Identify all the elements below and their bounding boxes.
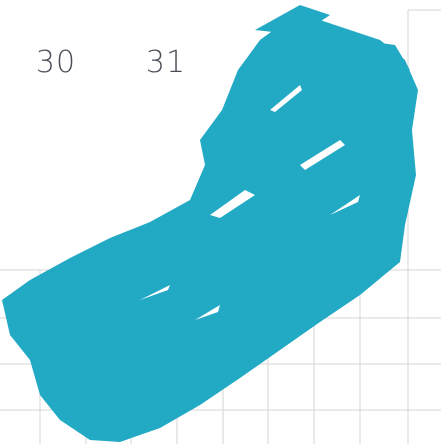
page: 30 31 (() => { const data = JSON.parse(d…: [0, 0, 441, 444]
day-number: 31: [146, 45, 186, 80]
day-number: 30: [36, 45, 76, 80]
calendar-fragment: 30 31: [0, 0, 441, 444]
